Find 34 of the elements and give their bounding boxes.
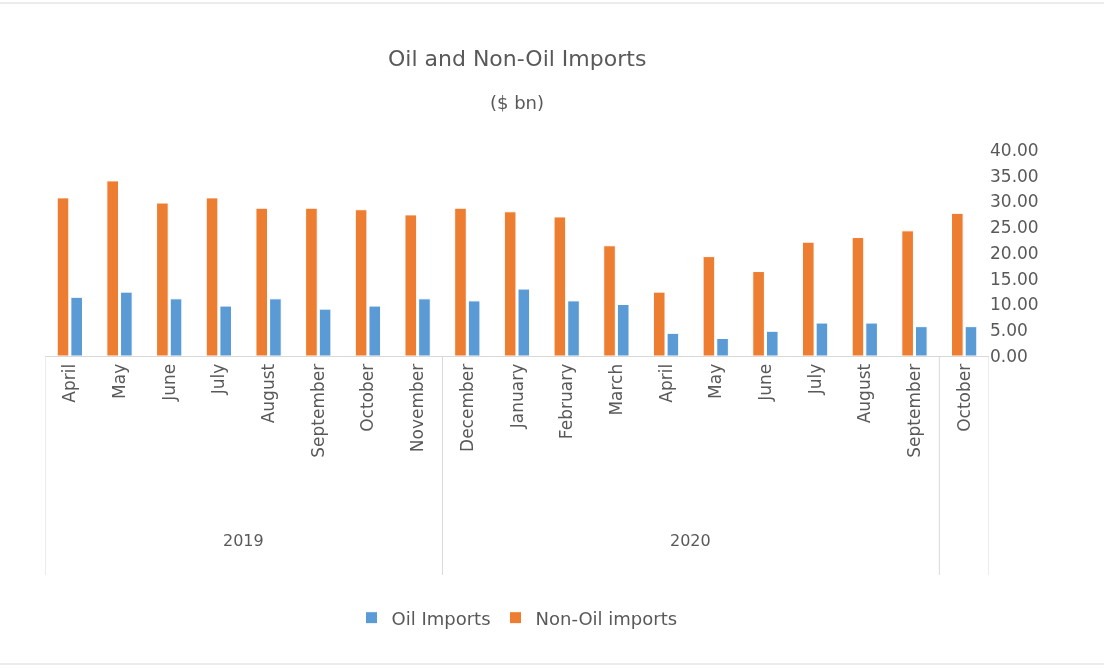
y-tick-label: 35.00 xyxy=(990,165,1039,186)
x-tick-label: November xyxy=(407,363,428,453)
x-tick-label: September xyxy=(307,363,328,458)
y-tick-label: 15.00 xyxy=(990,268,1039,289)
x-tick-label: December xyxy=(456,363,477,452)
y-tick-label: 5.00 xyxy=(990,320,1028,341)
chart-title: Oil and Non-Oil Imports xyxy=(388,46,647,71)
x-tick-label: October xyxy=(953,363,974,432)
x-tick-label: September xyxy=(903,363,924,458)
x-tick-label: August xyxy=(854,363,875,424)
y-tick-label: 30.00 xyxy=(990,191,1039,212)
x-tick-label: July xyxy=(804,363,825,396)
x-tick-label: July xyxy=(208,363,229,396)
text: 2020 xyxy=(670,531,711,550)
y-tick-label: 40.00 xyxy=(990,139,1039,160)
x-tick-label: April xyxy=(655,363,676,403)
x-tick-label: June xyxy=(158,363,179,402)
x-tick-label: May xyxy=(705,363,726,399)
x-tick-label: October xyxy=(357,363,378,432)
x-tick-label: February xyxy=(556,363,577,440)
chart-subtitle: ($ bn) xyxy=(490,92,545,113)
y-tick-label: 25.00 xyxy=(990,217,1039,238)
legend-label: Oil Imports xyxy=(391,607,491,629)
y-tick-label: 10.00 xyxy=(990,294,1039,315)
y-tick-label: 0.00 xyxy=(990,345,1028,366)
x-tick-label: March xyxy=(605,363,626,416)
legend-label: Non-Oil imports xyxy=(535,607,678,629)
x-tick-label: August xyxy=(258,363,279,424)
y-tick-label: 20.00 xyxy=(990,242,1039,263)
x-tick-label: April xyxy=(59,363,80,403)
x-tick-label: June xyxy=(754,363,775,402)
text: 2019 xyxy=(223,531,264,550)
x-tick-label: May xyxy=(109,363,130,399)
x-tick-label: January xyxy=(506,363,527,430)
